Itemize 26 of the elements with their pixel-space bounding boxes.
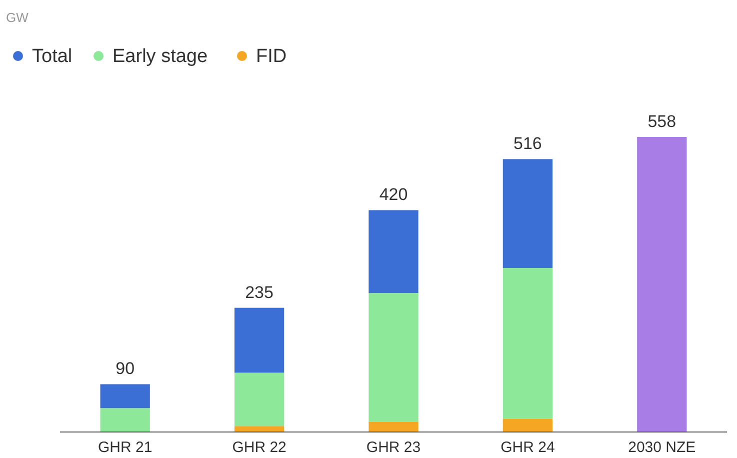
bar — [502, 268, 553, 419]
bar — [100, 408, 150, 432]
bar — [368, 422, 418, 432]
bar — [234, 308, 284, 373]
x-tick-label: GHR 24 — [500, 439, 555, 456]
legend-label: Total — [32, 46, 72, 67]
legend-label: Early stage — [112, 46, 208, 67]
annotation: 420 — [379, 185, 408, 204]
legend-label: FID — [256, 46, 287, 67]
bar — [368, 293, 418, 422]
annotation: 235 — [245, 282, 274, 302]
bar — [234, 426, 284, 432]
x-tick-label: GHR 23 — [366, 439, 421, 456]
x-tick-label: GHR 22 — [232, 439, 286, 456]
annotation: 558 — [648, 112, 676, 131]
x-tick-label: GHR 21 — [98, 439, 152, 456]
bar — [234, 372, 284, 426]
bar — [502, 418, 553, 432]
annotation: 516 — [514, 134, 542, 154]
bar — [637, 137, 687, 432]
bar — [100, 384, 150, 408]
x-tick-label: 2030 NZE — [628, 439, 696, 456]
annotation: 90 — [116, 359, 135, 378]
bar — [368, 210, 418, 294]
text: GW — [6, 10, 30, 25]
bar — [502, 159, 553, 268]
